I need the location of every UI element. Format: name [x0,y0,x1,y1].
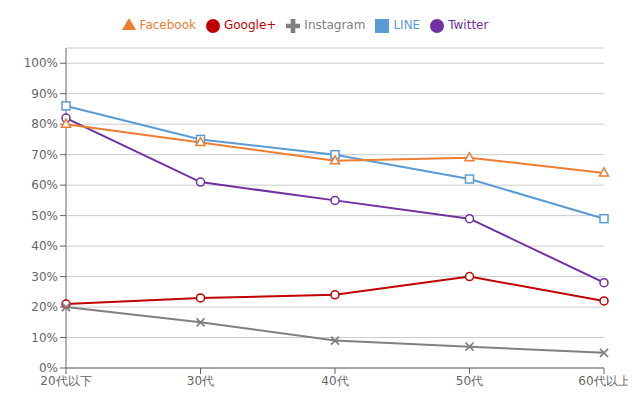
svg-text:60%: 60% [31,178,58,192]
svg-text:0%: 0% [39,361,58,375]
svg-text:20代以下: 20代以下 [40,374,91,388]
svg-text:50代: 50代 [456,374,483,388]
svg-text:70%: 70% [31,148,58,162]
html-text:LINE: LINE [393,18,421,32]
svg-text:40%: 40% [31,239,58,253]
svg-text:100%: 100% [24,56,58,70]
svg-text:30%: 30% [31,270,58,284]
svg-text:50%: 50% [31,209,58,223]
svg-text:40代: 40代 [321,374,348,388]
html-text:Facebook: Facebook [139,18,196,32]
svg-text:30代: 30代 [187,374,214,388]
svg-text:20%: 20% [31,300,58,314]
svg-text:10%: 10% [31,331,58,345]
html-text:Google+: Google+ [224,18,277,32]
html-text:Instagram: Instagram [304,18,366,32]
svg-text:90%: 90% [31,87,58,101]
svg-text:60代以上: 60代以上 [578,374,628,388]
svg-text:80%: 80% [31,117,58,131]
html-text:Twitter: Twitter [448,18,489,32]
